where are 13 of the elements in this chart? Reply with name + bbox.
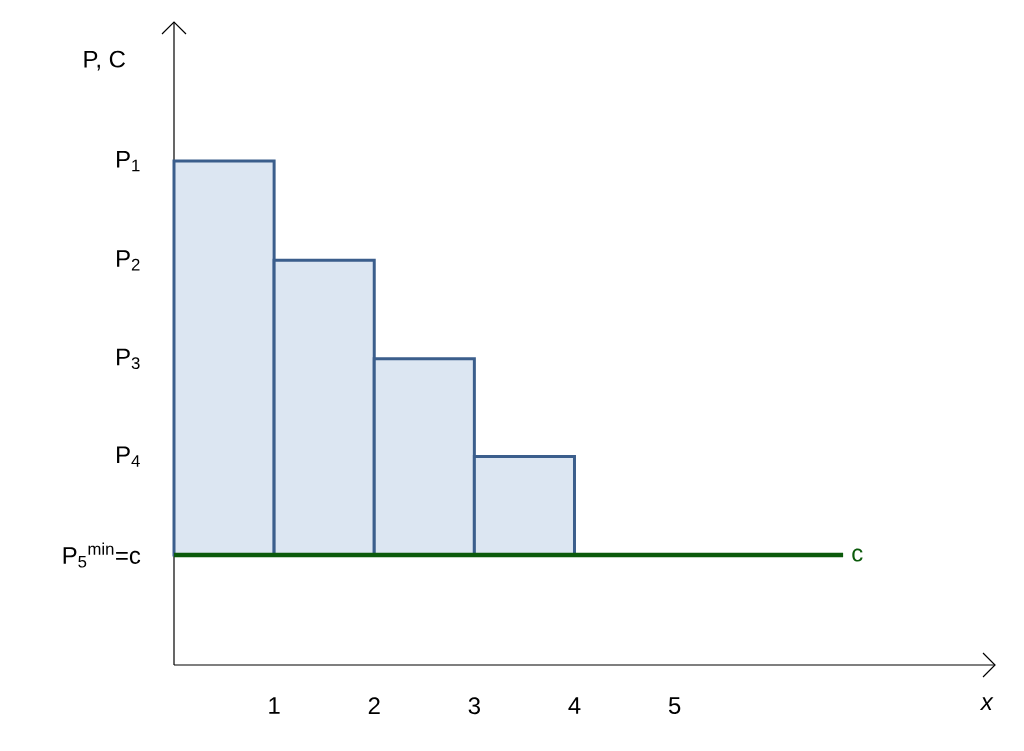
text: P$_{2}$ [117, 250, 140, 271]
x-axis-title: x [979, 697, 994, 710]
x-tick-label: 3 [468, 697, 480, 715]
x-tick-label: 4 [568, 697, 581, 714]
text: P$_{1}$ [117, 150, 140, 172]
text: P$_{5}$$^{min}$=c [63, 542, 141, 568]
text: P$_{3}$ [117, 348, 140, 370]
ref-line-label: c [852, 548, 863, 562]
x-tick-label: 2 [368, 697, 380, 714]
x-tick-label: 5 [668, 697, 681, 714]
x-tick-label: 1 [269, 697, 280, 714]
y-axis-title: P, C [84, 50, 125, 71]
text: P$_{4}$ [117, 446, 140, 467]
